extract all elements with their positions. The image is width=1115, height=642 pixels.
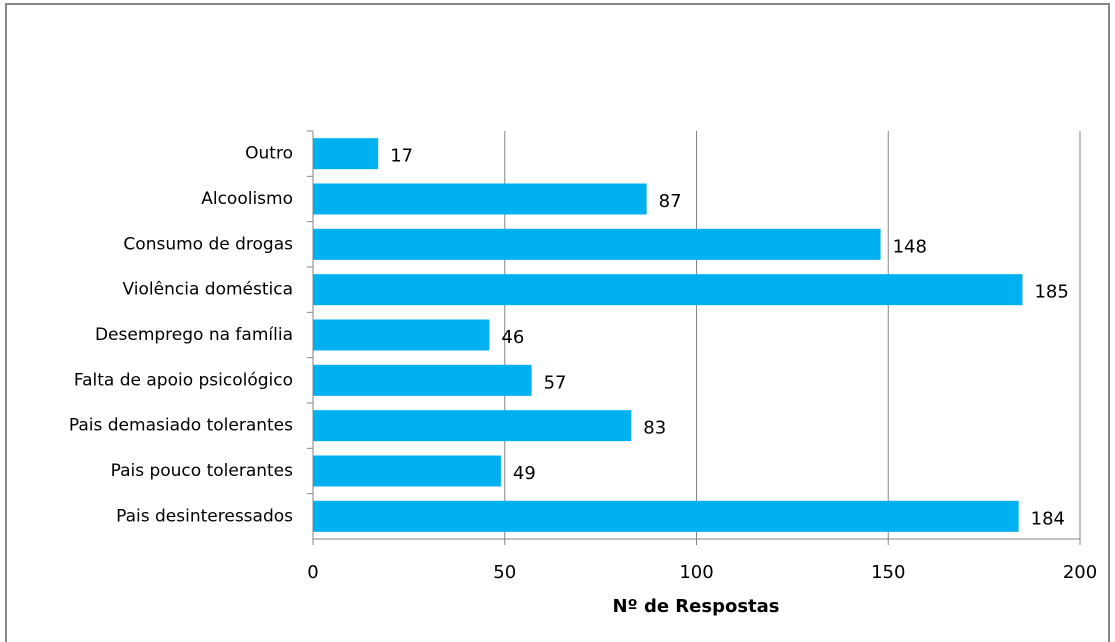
y-tick-label: Consumo de drogas (123, 234, 293, 254)
y-tick-label: Desemprego na família (95, 325, 293, 345)
y-tick-label: Pais demasiado tolerantes (69, 416, 293, 436)
y-tick-label: Pais pouco tolerantes (111, 461, 294, 481)
data-label: 57 (544, 372, 567, 393)
data-label: 184 (1031, 508, 1065, 529)
data-label: 17 (390, 146, 413, 167)
bar (313, 183, 647, 215)
x-tick-label: 50 (493, 562, 516, 583)
y-tick-label: Violência doméstica (123, 280, 293, 300)
data-label: 185 (1034, 282, 1068, 303)
data-label: 87 (659, 191, 682, 212)
bar (313, 274, 1023, 306)
bar (313, 319, 490, 351)
bar (313, 364, 532, 396)
bar (313, 455, 501, 487)
x-axis-label: Nº de Respostas (612, 596, 779, 617)
data-label: 49 (513, 463, 536, 484)
x-tick-label: 0 (307, 562, 318, 583)
x-tick-label: 200 (1063, 562, 1097, 583)
y-tick-label: Alcoolismo (201, 189, 293, 209)
y-tick-label: Outro (245, 144, 293, 164)
bar (313, 138, 379, 170)
x-tick-label: 150 (871, 562, 905, 583)
x-tick-label: 100 (679, 562, 713, 583)
y-tick-label: Pais desinteressados (116, 506, 293, 526)
bar (313, 228, 881, 260)
data-label: 83 (643, 418, 666, 439)
y-tick-label: Falta de apoio psicológico (74, 370, 293, 390)
bar (313, 410, 632, 442)
data-label: 46 (501, 327, 524, 348)
data-label: 148 (893, 236, 927, 257)
bar (313, 500, 1019, 532)
chart-border (5, 3, 1110, 642)
